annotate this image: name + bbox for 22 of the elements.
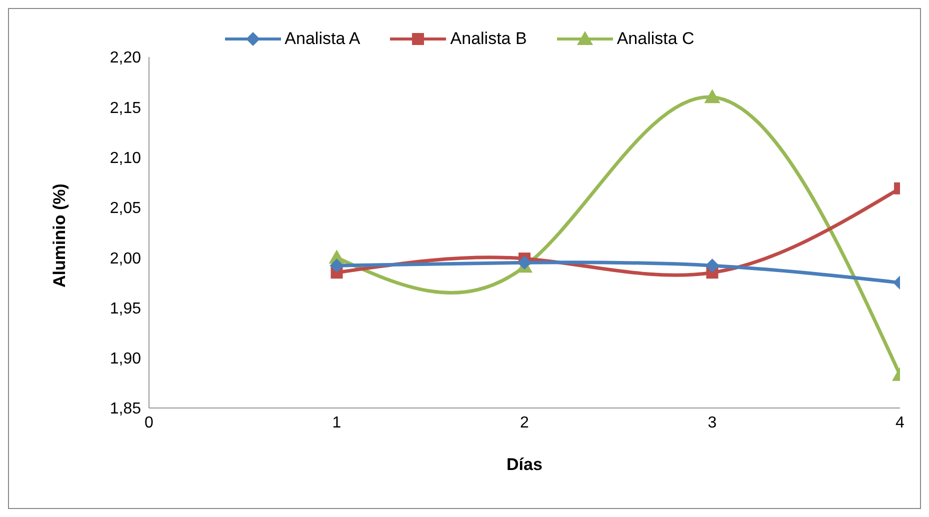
y-tick-label: 2,05 [110, 200, 142, 218]
legend-label: Analista C [616, 29, 694, 49]
point [704, 89, 720, 104]
y-tick-label: 2,00 [110, 250, 142, 268]
y-tick-label: 1,95 [110, 300, 142, 318]
y-tick-label: 1,85 [110, 400, 142, 418]
x-tick-label: 3 [708, 414, 717, 432]
y-axis-title: Aluminio (%) [50, 184, 70, 288]
y-tick-label: 2,15 [110, 100, 142, 117]
point [518, 256, 532, 270]
x-tick-label: 4 [896, 414, 905, 432]
x-axis-title: Días [506, 455, 542, 474]
y-tick-label: 2,10 [110, 150, 142, 167]
x-tick-label: 0 [144, 414, 154, 432]
legend-label: Analista B [450, 29, 527, 49]
legend-label: Analista A [284, 29, 360, 49]
x-tick-label: 2 [520, 414, 530, 432]
x-tick-label: 1 [332, 414, 342, 432]
y-tick-label: 1,90 [110, 350, 142, 368]
point [705, 258, 720, 273]
point [330, 258, 344, 273]
y-tick-label: 2,20 [110, 50, 142, 67]
